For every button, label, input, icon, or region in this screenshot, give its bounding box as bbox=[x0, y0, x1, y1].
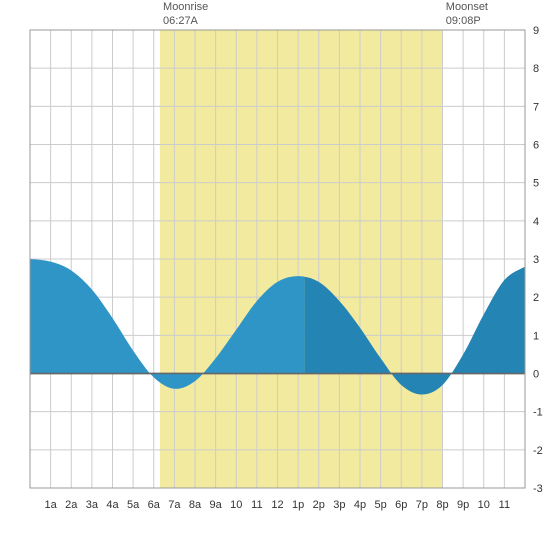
svg-text:9: 9 bbox=[533, 25, 539, 37]
svg-text:3p: 3p bbox=[333, 499, 345, 511]
moonrise-time: 06:27A bbox=[163, 14, 208, 28]
svg-text:6a: 6a bbox=[148, 499, 161, 511]
svg-text:-1: -1 bbox=[533, 407, 543, 419]
svg-text:4: 4 bbox=[533, 216, 539, 228]
svg-text:7p: 7p bbox=[416, 499, 428, 511]
svg-text:-3: -3 bbox=[533, 483, 543, 495]
tide-chart: Moonrise 06:27A Moonset 09:08P -3-2-1012… bbox=[0, 0, 550, 550]
svg-text:9a: 9a bbox=[210, 499, 223, 511]
svg-text:3a: 3a bbox=[86, 499, 99, 511]
svg-text:-2: -2 bbox=[533, 445, 543, 457]
svg-text:6p: 6p bbox=[395, 499, 407, 511]
svg-text:5a: 5a bbox=[127, 499, 140, 511]
svg-text:1p: 1p bbox=[292, 499, 304, 511]
moonrise-label: Moonrise 06:27A bbox=[163, 0, 208, 29]
svg-text:8p: 8p bbox=[436, 499, 448, 511]
svg-text:0: 0 bbox=[533, 369, 539, 381]
svg-text:11: 11 bbox=[251, 499, 262, 511]
svg-text:2: 2 bbox=[533, 292, 539, 304]
moonset-title: Moonset bbox=[446, 0, 488, 14]
svg-text:6: 6 bbox=[533, 140, 539, 152]
svg-text:11: 11 bbox=[499, 499, 510, 511]
svg-text:7a: 7a bbox=[168, 499, 181, 511]
chart-svg: -3-2-101234567891a2a3a4a5a6a7a8a9a101112… bbox=[0, 0, 550, 550]
svg-text:12: 12 bbox=[271, 499, 283, 511]
moonrise-title: Moonrise bbox=[163, 0, 208, 14]
svg-text:2a: 2a bbox=[65, 499, 78, 511]
svg-text:5: 5 bbox=[533, 178, 539, 190]
svg-text:8: 8 bbox=[533, 63, 539, 75]
svg-text:4p: 4p bbox=[354, 499, 366, 511]
svg-text:7: 7 bbox=[533, 101, 539, 113]
svg-text:1a: 1a bbox=[45, 499, 58, 511]
svg-text:3: 3 bbox=[533, 254, 539, 266]
svg-text:10: 10 bbox=[478, 499, 490, 511]
svg-text:8a: 8a bbox=[189, 499, 202, 511]
svg-text:2p: 2p bbox=[313, 499, 325, 511]
svg-text:1: 1 bbox=[533, 330, 539, 342]
svg-text:9p: 9p bbox=[457, 499, 469, 511]
svg-text:4a: 4a bbox=[106, 499, 119, 511]
moonset-label: Moonset 09:08P bbox=[446, 0, 488, 29]
svg-text:5p: 5p bbox=[375, 499, 387, 511]
moonset-time: 09:08P bbox=[446, 14, 488, 28]
svg-text:10: 10 bbox=[230, 499, 242, 511]
